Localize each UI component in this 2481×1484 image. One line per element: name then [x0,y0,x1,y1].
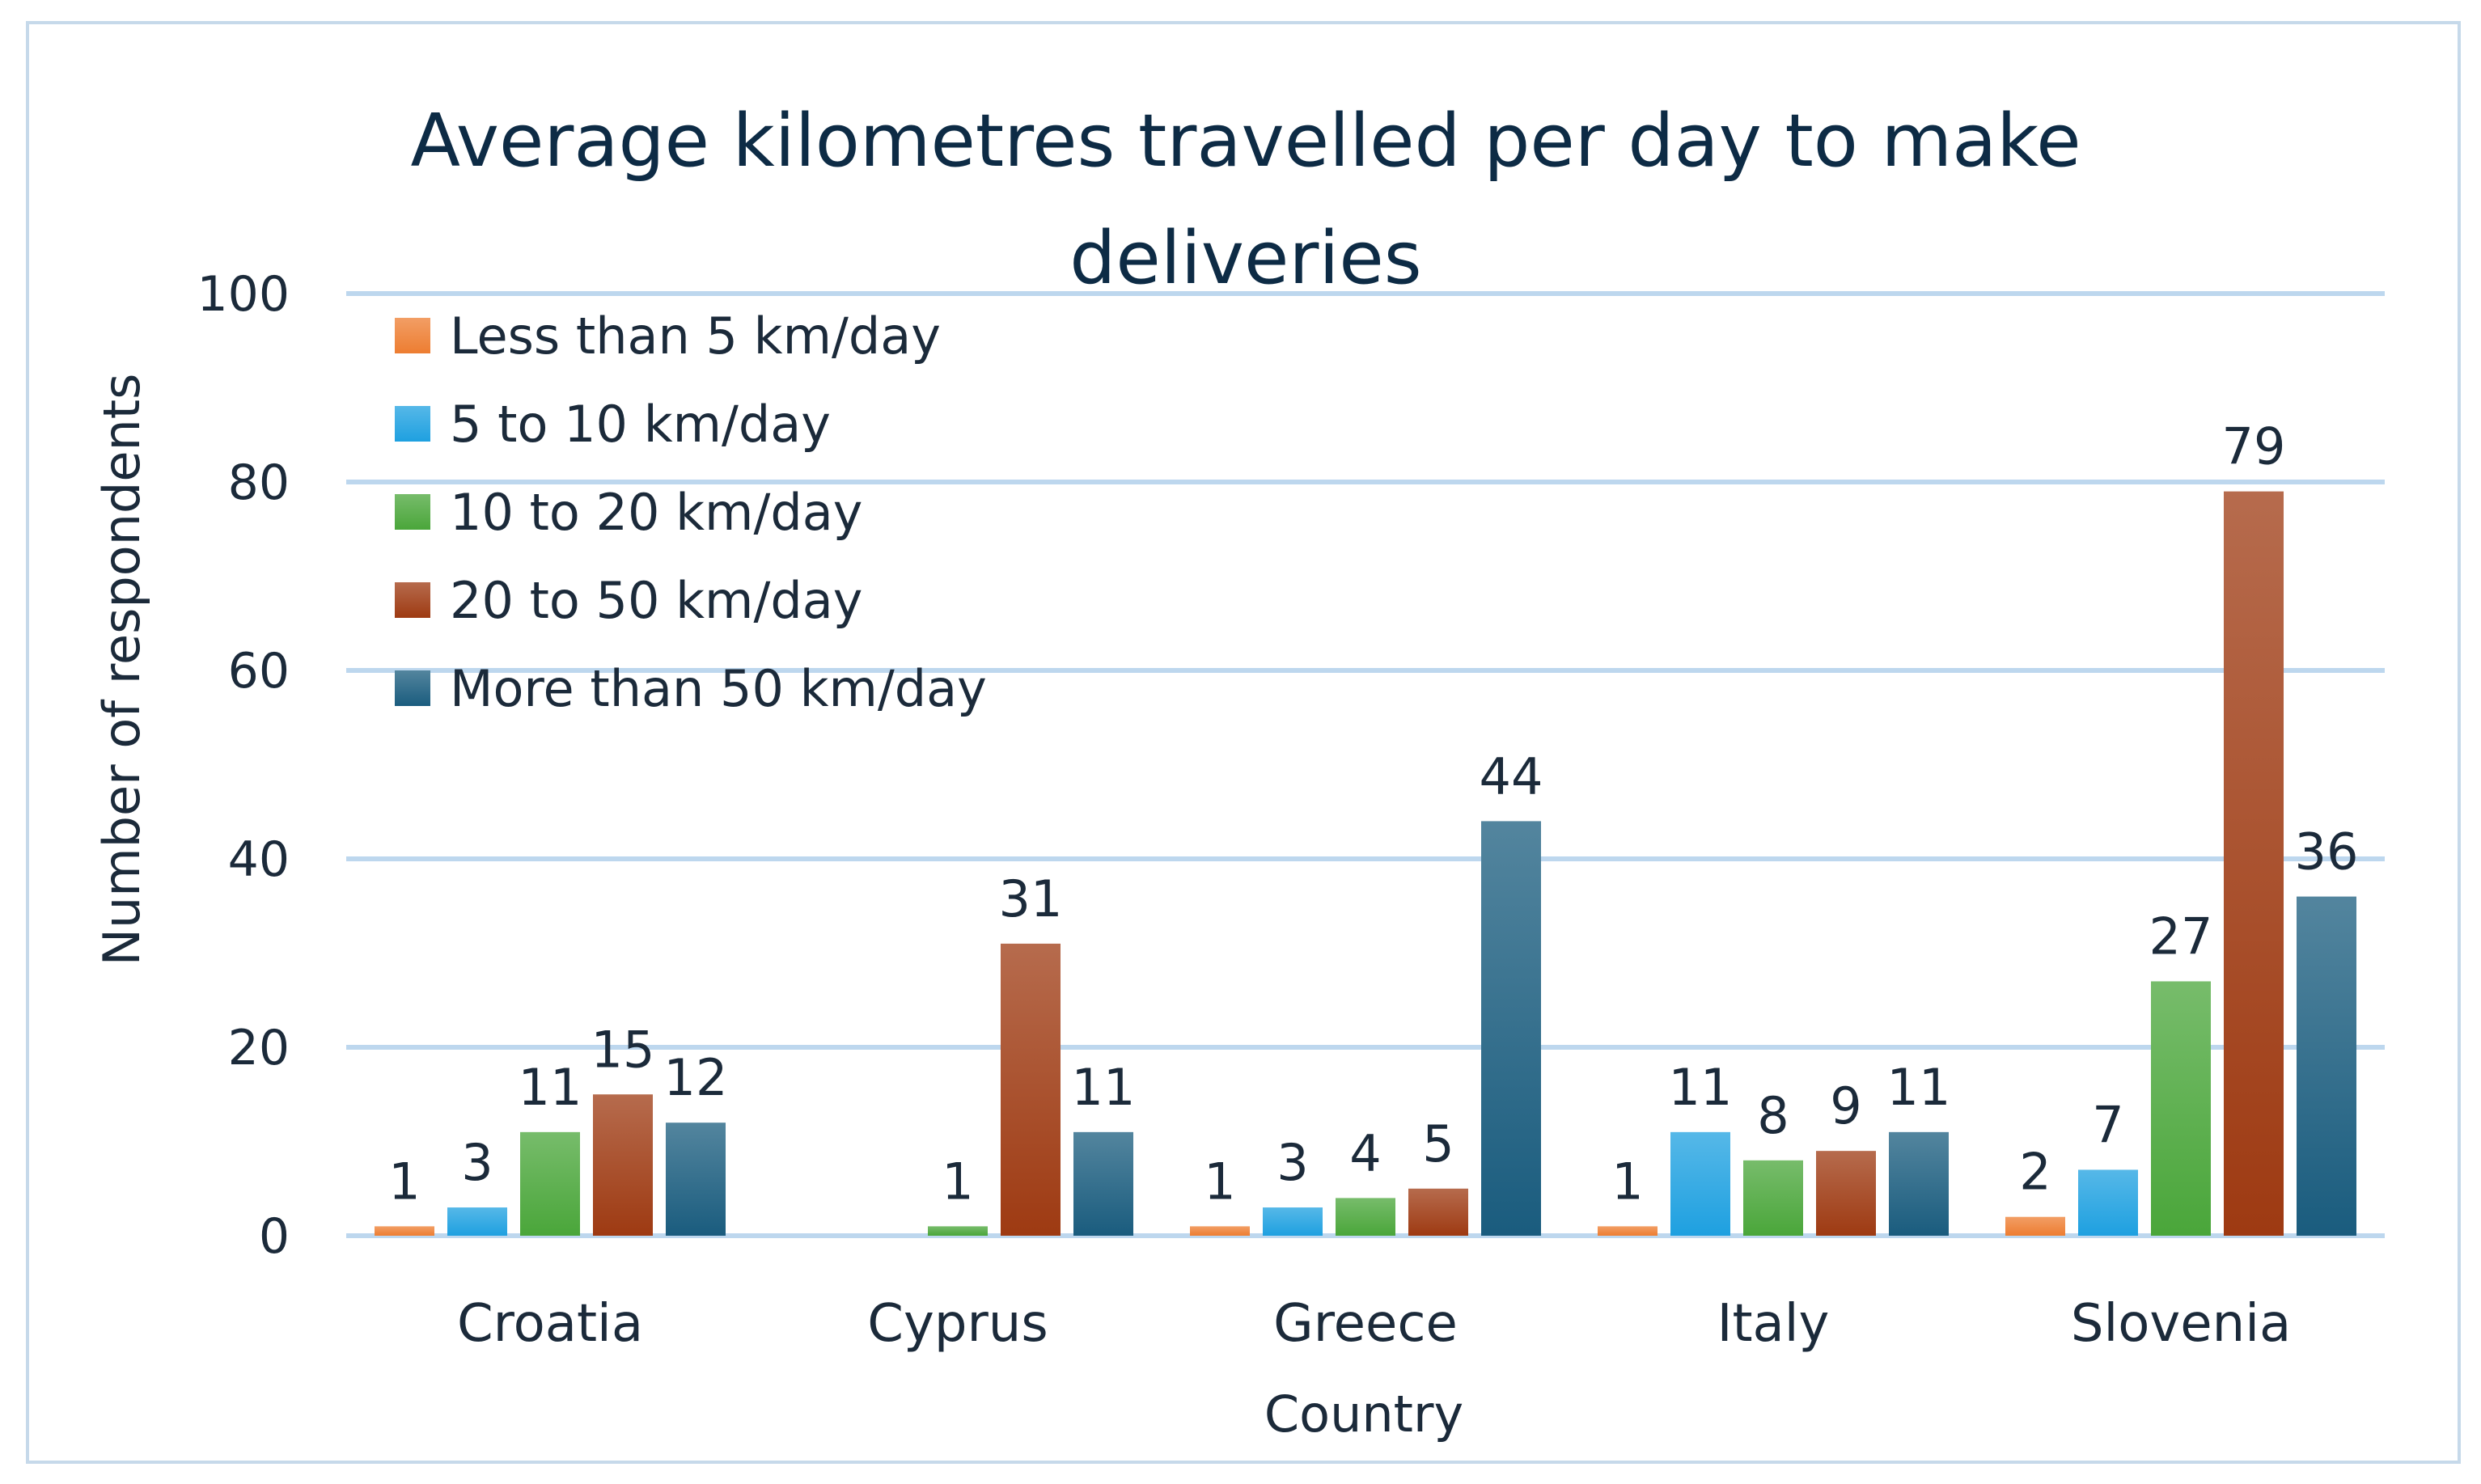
legend-item: Less than 5 km/day [395,307,941,366]
x-category-label: Cyprus [867,1294,1048,1354]
bar [447,1207,507,1236]
data-label: 3 [461,1133,493,1192]
data-label: 11 [519,1058,582,1117]
y-tick-label: 60 [228,643,290,700]
data-label: 7 [2092,1095,2123,1154]
bar [2297,896,2356,1236]
data-label: 15 [591,1020,655,1079]
legend-swatch [395,670,430,706]
data-label: 27 [2149,907,2213,966]
legend-item: 5 to 10 km/day [395,395,831,454]
bar [1670,1131,1730,1236]
y-tick-label: 100 [197,266,290,323]
legend-item: More than 50 km/day [395,659,987,718]
bar [1743,1160,1803,1236]
y-tick-label: 40 [228,831,290,888]
bar [928,1226,988,1236]
x-axis-title: Country [1264,1385,1463,1444]
legend-label: 20 to 50 km/day [450,571,862,630]
data-label: 5 [1422,1114,1454,1173]
chart-title-line-2: deliveries [1069,216,1421,301]
bar [1001,943,1061,1236]
bar [1190,1226,1250,1236]
legend-swatch [395,494,430,530]
legend-label: 10 to 20 km/day [450,483,862,542]
data-label: 2 [2019,1143,2051,1202]
bar [2224,491,2284,1236]
bar [593,1094,653,1236]
data-label: 31 [999,869,1063,928]
bar [1263,1207,1323,1236]
bar [1073,1131,1133,1236]
legend-label: More than 50 km/day [450,659,987,718]
legend-swatch [395,582,430,618]
data-label: 1 [1204,1152,1235,1211]
data-label: 1 [388,1152,420,1211]
x-category-label: Croatia [457,1294,643,1354]
data-label: 9 [1830,1076,1861,1135]
data-label: 8 [1757,1086,1789,1145]
legend-swatch [395,406,430,442]
x-axis-categories: Croatia Cyprus Greece Italy Slovenia [457,1294,2291,1354]
legend-swatch [395,318,430,353]
x-category-label: Greece [1273,1294,1458,1354]
data-label: 1 [942,1152,973,1211]
data-label: 12 [664,1048,728,1107]
legend-item: 20 to 50 km/day [395,571,862,630]
legend: Less than 5 km/day 5 to 10 km/day 10 to 20… [395,307,987,718]
bar [1598,1226,1658,1236]
data-label: 36 [2295,822,2359,882]
bar [2005,1216,2065,1236]
data-label: 11 [1072,1058,1136,1117]
y-tick-label: 20 [228,1020,290,1076]
y-axis-title: Number of respondents [92,374,151,966]
chart-title-line-1: Average kilometres travelled per day to … [410,99,2081,184]
bar [520,1131,580,1236]
data-label: 11 [1669,1058,1733,1117]
data-label: 4 [1349,1123,1381,1182]
legend-label: 5 to 10 km/day [450,395,831,454]
x-category-label: Slovenia [2071,1294,2291,1354]
bars [375,491,2356,1236]
data-label: 44 [1480,746,1543,805]
data-label: 11 [1887,1058,1951,1117]
bar [1816,1151,1876,1236]
bar [1336,1198,1395,1236]
bar [1889,1131,1949,1236]
data-label: 1 [1611,1152,1643,1211]
bar [1481,821,1541,1236]
x-category-label: Italy [1717,1294,1830,1354]
y-axis-ticks: 0 20 40 60 80 100 [197,266,290,1265]
legend-item: 10 to 20 km/day [395,483,862,542]
bar [2078,1169,2138,1236]
bar [1408,1188,1468,1236]
data-label: 79 [2222,417,2286,476]
bar [666,1123,726,1236]
bar [2151,981,2211,1236]
y-tick-label: 80 [228,455,290,511]
bar [375,1226,434,1236]
legend-label: Less than 5 km/day [450,307,941,366]
data-label: 3 [1276,1133,1308,1192]
y-tick-label: 0 [259,1208,290,1265]
